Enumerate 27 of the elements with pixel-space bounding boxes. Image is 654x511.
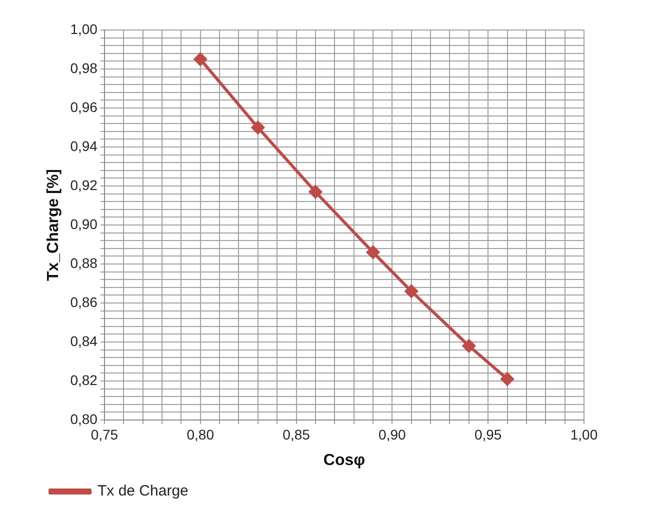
- y-tick-label: 1,00: [70, 20, 98, 37]
- y-tick-label: 0,92: [70, 176, 98, 193]
- y-tick-label: 0,88: [70, 254, 98, 271]
- legend-label: Tx de Charge: [98, 482, 188, 500]
- point: [194, 52, 207, 66]
- y-tick-label: 0,80: [70, 410, 98, 427]
- y-tick-label: 0,84: [70, 332, 98, 349]
- y-tick-label: 0,98: [70, 60, 98, 76]
- point: [251, 121, 264, 134]
- y-tick-label: 0,86: [70, 294, 98, 310]
- x-tick-label: 0,85: [282, 426, 310, 442]
- x-tick-label: 1,00: [570, 426, 598, 442]
- point: [500, 372, 514, 386]
- x-tick-label: 0,90: [378, 426, 406, 442]
- x-tick-label: 0,80: [186, 426, 214, 442]
- y-tick-label: 0,96: [70, 98, 98, 115]
- y-tick-label: 0,82: [70, 372, 98, 388]
- point: [366, 246, 380, 259]
- x-tick-label: 0,95: [474, 426, 502, 442]
- x-tick-label: 0,75: [90, 426, 118, 442]
- y-tick-label: 0,94: [70, 138, 98, 154]
- y-axis-title: Tx_Charge [%]: [45, 168, 62, 282]
- point: [308, 185, 322, 198]
- y-tick-label: 0,90: [70, 216, 98, 232]
- x-axis-title: Cosφ: [323, 452, 366, 469]
- point: [462, 339, 476, 352]
- point: [404, 284, 418, 298]
